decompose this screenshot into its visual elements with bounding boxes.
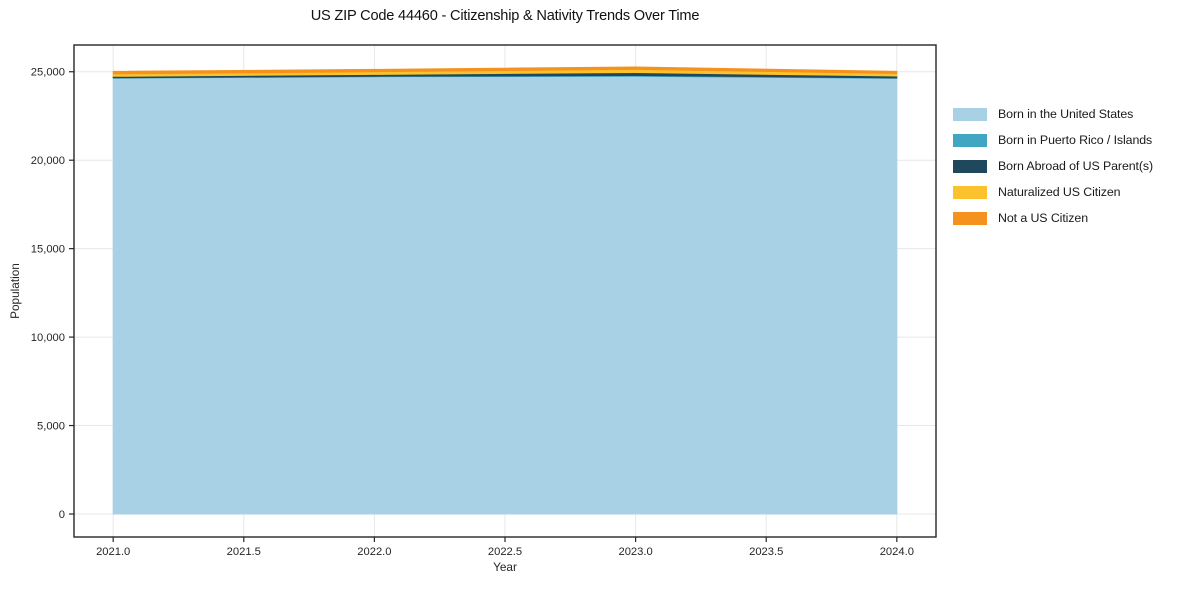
legend-swatch — [953, 185, 987, 199]
legend-label: Born in Puerto Rico / Islands — [998, 133, 1153, 147]
x-tick-label: 2021.5 — [227, 546, 261, 558]
area-series — [112, 66, 898, 75]
y-axis-label: Population — [8, 263, 22, 319]
x-axis-label: Year — [493, 560, 517, 574]
y-tick-label: 25,000 — [31, 67, 65, 79]
legend-label: Not a US Citizen — [998, 211, 1088, 225]
area-series — [112, 75, 898, 515]
legend-item: Born in Puerto Rico / Islands — [953, 127, 1153, 153]
x-tick-label: 2022.0 — [357, 546, 391, 558]
legend-label: Born Abroad of US Parent(s) — [998, 159, 1154, 173]
x-tick-label: 2022.5 — [488, 546, 522, 558]
y-tick-label: 0 — [59, 509, 65, 521]
legend-item: Naturalized US Citizen — [953, 179, 1153, 205]
y-tick-label: 15,000 — [31, 244, 65, 256]
y-tick-label: 10,000 — [31, 332, 65, 344]
chart-title: US ZIP Code 44460 - Citizenship & Nativi… — [310, 8, 700, 24]
y-tick-label: 5,000 — [37, 421, 65, 433]
y-tick-label: 20,000 — [31, 155, 65, 167]
legend-swatch — [953, 107, 987, 121]
legend-label: Naturalized US Citizen — [998, 185, 1121, 199]
x-tick-label: 2023.5 — [749, 546, 783, 558]
legend-swatch — [953, 133, 987, 147]
x-tick-label: 2024.0 — [880, 546, 914, 558]
x-tick-label: 2023.0 — [618, 546, 652, 558]
chart-legend: Born in the United States Born in Puerto … — [953, 101, 1153, 231]
legend-swatch — [953, 211, 987, 225]
legend-label: Born in the United States — [998, 107, 1134, 121]
legend-item: Not a US Citizen — [953, 205, 1153, 231]
legend-item: Born in the United States — [953, 101, 1153, 127]
legend-swatch — [953, 159, 987, 173]
legend-item: Born Abroad of US Parent(s) — [953, 153, 1153, 179]
x-tick-label: 2021.0 — [96, 546, 130, 558]
